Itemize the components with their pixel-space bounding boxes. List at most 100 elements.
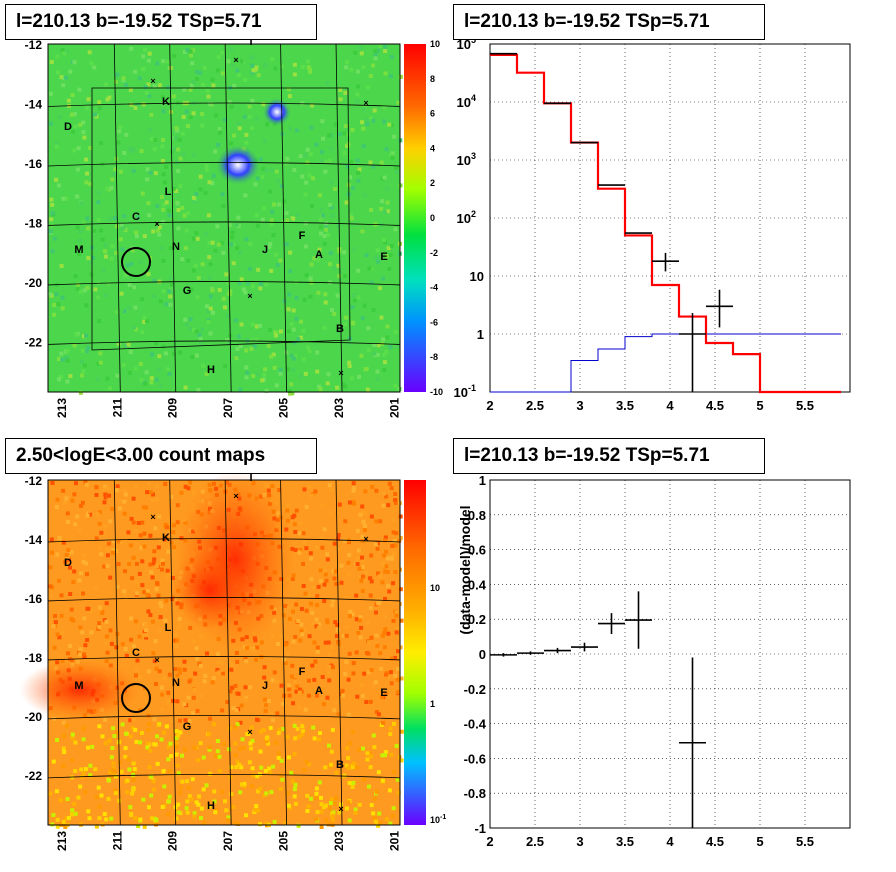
map-axes: 213 211 209 207 205 203 201 -12 -14 -16 -18 -20 -22 2…: [25, 38, 402, 851]
ratio-y-tick: -0.6: [464, 751, 486, 766]
region-label-b: B: [336, 759, 344, 771]
region-label-l: L: [165, 186, 172, 198]
spectrum-x-tick: 4.5: [706, 398, 724, 413]
region-label-f: F: [299, 666, 306, 678]
spectrum-y-tick: 10-1: [454, 383, 476, 400]
ratio-y-tick: -0.4: [464, 717, 487, 732]
roi-circle-count: [121, 683, 151, 713]
residual-map-grid: [47, 43, 401, 393]
map-y-tick: -18: [25, 651, 43, 665]
source-marker: ×: [363, 534, 368, 544]
region-label-e: E: [380, 687, 387, 699]
map-x-tick: 209: [166, 398, 180, 418]
residual-map: I K D L C M N J FA E G B H × × × × × ×: [47, 36, 403, 396]
ratio-point: [517, 651, 544, 655]
source-marker: ×: [233, 491, 238, 501]
region-label-e: E: [380, 251, 387, 263]
map-y-tick: -18: [25, 216, 43, 230]
map-x-tick: 209: [166, 831, 180, 851]
ratio-x-tick: 3.5: [616, 834, 634, 849]
map-y-tick: -12: [25, 38, 43, 52]
colorbar-tick: 10: [430, 583, 440, 593]
map-x-tick: 211: [110, 398, 124, 418]
ratio-y-tick: -0.2: [464, 682, 486, 697]
ratio-x-tick: 4: [666, 834, 674, 849]
spectrum-source-step: [490, 333, 841, 393]
region-label-i: I: [249, 36, 252, 48]
map-x-tick: 203: [332, 831, 346, 851]
source-marker: ×: [150, 76, 155, 86]
source-marker: ×: [247, 727, 252, 737]
ratio-x-tick: 5: [756, 834, 763, 849]
region-label-f: F: [299, 230, 306, 242]
residual-blob-1: [263, 98, 291, 126]
region-label-k: K: [162, 532, 170, 544]
title-top-left: l=210.13 b=-19.52 TSp=5.71: [5, 4, 317, 40]
region-label-h: H: [207, 800, 215, 812]
ratio-y-tick: -0.8: [464, 786, 486, 801]
spectrum-x-tick: 5: [756, 398, 763, 413]
map-x-tick: 201: [387, 831, 401, 851]
region-label-m: M: [74, 244, 83, 256]
colorbar-tick: -6: [430, 317, 438, 327]
map-y-tick: -20: [25, 276, 43, 290]
map-x-tick: 207: [221, 398, 235, 418]
source-marker: ×: [233, 55, 238, 65]
ratio-y-tick: 0.2: [468, 612, 486, 627]
map-x-tick: 207: [221, 831, 235, 851]
spectrum-x-tick: 5.5: [796, 398, 814, 413]
count-map-grid: [47, 479, 401, 826]
colorbar-tick: 4: [430, 143, 435, 153]
ratio-point: [598, 613, 625, 634]
map-x-tick: 211: [110, 831, 124, 851]
ratio-plot: 2 2.5 3 3.5 4 4.5 5 5.5 1 0.8 0.6 0.4 0.2 0 -0.2 -0.4 -0…: [457, 473, 851, 849]
ratio-y-tick: 0: [479, 647, 486, 662]
region-label-i: I: [249, 472, 252, 484]
colorbar-tick: -10: [430, 387, 443, 397]
map-x-tick: 213: [55, 831, 69, 851]
region-label-c: C: [132, 211, 140, 223]
roi-circle: [121, 247, 151, 277]
ratio-x-tick: 5.5: [796, 834, 814, 849]
ratio-y-tick: 1: [479, 473, 486, 488]
region-label-b: B: [336, 323, 344, 335]
colorbar-tick: -2: [430, 248, 438, 258]
ratio-y-tick: 0.4: [468, 577, 487, 592]
colorbar-tick: 1: [430, 699, 435, 709]
region-label-a: A: [315, 685, 323, 697]
count-colorbar: 10 1 10-1: [404, 480, 446, 825]
ratio-y-axis-label: (data-model)/model: [457, 505, 473, 634]
colorbar-tick: 8: [430, 74, 435, 84]
spectrum-y-tick: 10: [470, 269, 484, 284]
region-label-j: J: [262, 244, 268, 256]
map-x-tick: 201: [387, 398, 401, 418]
ratio-grid: [490, 480, 850, 828]
region-label-d: D: [64, 557, 72, 569]
region-label-n: N: [172, 677, 180, 689]
colorbar-tick: 10-1: [430, 814, 446, 825]
colorbar-tick: 6: [430, 109, 435, 119]
spectrum-x-tick: 2.5: [526, 398, 544, 413]
map-y-tick: -12: [25, 474, 43, 488]
source-marker: ×: [154, 655, 159, 665]
residual-colorbar: 10 8 6 4 2 0 -2 -4 -6 -8 -10: [404, 39, 443, 397]
source-marker: ×: [338, 368, 343, 378]
spectrum-series: [490, 52, 841, 394]
colorbar-tick: -8: [430, 352, 438, 362]
ratio-axes: 2 2.5 3 3.5 4 4.5 5 5.5 1 0.8 0.6 0.4 0.2 0 -0.2 -0.4 -0…: [464, 473, 814, 849]
colorbar-tick: 10: [430, 39, 440, 49]
region-label-j: J: [262, 680, 268, 692]
map-x-tick: 213: [55, 398, 69, 418]
ratio-x-tick: 4.5: [706, 834, 724, 849]
map-y-tick: -22: [25, 769, 43, 783]
count-map-region-labels: I K D L C M N J FA E G B H × × × × × ×: [64, 472, 388, 814]
title-bottom-right: l=210.13 b=-19.52 TSp=5.71: [453, 438, 765, 474]
ratio-point: [490, 653, 517, 657]
ratio-point: [571, 642, 598, 652]
source-marker: ×: [150, 512, 155, 522]
ratio-y-tick: -1: [474, 821, 486, 836]
region-label-g: G: [183, 285, 192, 297]
spectrum-data-point: [679, 313, 706, 392]
